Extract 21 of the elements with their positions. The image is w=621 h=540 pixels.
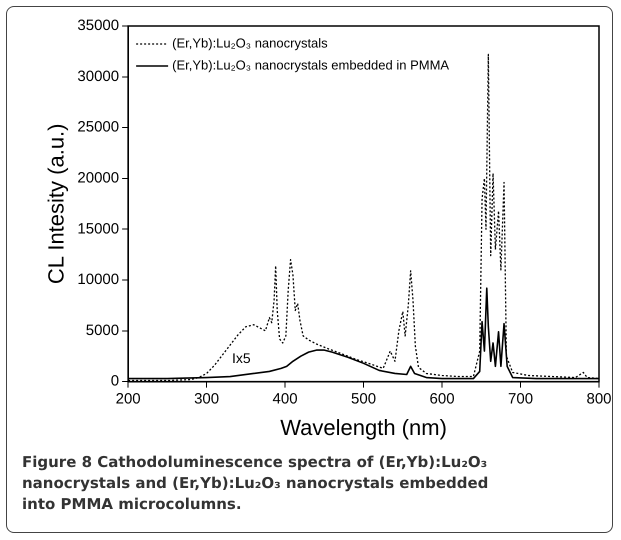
x-tick-label: 200 [116,390,141,408]
x-tick-label: 700 [508,390,534,408]
x-tick-label: 300 [194,390,220,408]
x-tick-label: 500 [351,390,376,408]
caption: Figure 8 Cathodoluminescence spectra of (Er,Yb):Lu₂O₃ nanocrystals and (Er,Yb):Lu₂O₃ nanocrystals embedded into PMMA microcolumns. [22,452,490,515]
legend-label: (Er,Yb):Lu₂O₃ nanocrystals [172,36,328,51]
x-tick-label: 400 [272,390,298,408]
x-axis-title: Wavelength (nm) [280,414,447,440]
y-tick-label: 30000 [77,68,120,85]
annotation: Ix5 [232,350,251,366]
y-axis-title: CL Intesity (a.u.) [43,124,68,284]
y-tick-label: 35000 [77,17,120,34]
y-tick-label: 10000 [77,271,120,288]
y-tick-label: 0 [110,372,120,390]
x-tick-label: 800 [586,390,612,408]
y-tick-label: 5000 [86,322,120,339]
y-tick-label: 25000 [77,118,120,136]
legend-label: (Er,Yb):Lu₂O₃ nanocrystals embedded in PMMA [172,58,450,73]
y-tick-label: 20000 [77,170,120,187]
y-tick-label: 15000 [77,220,120,238]
x-tick-label: 600 [430,390,455,408]
